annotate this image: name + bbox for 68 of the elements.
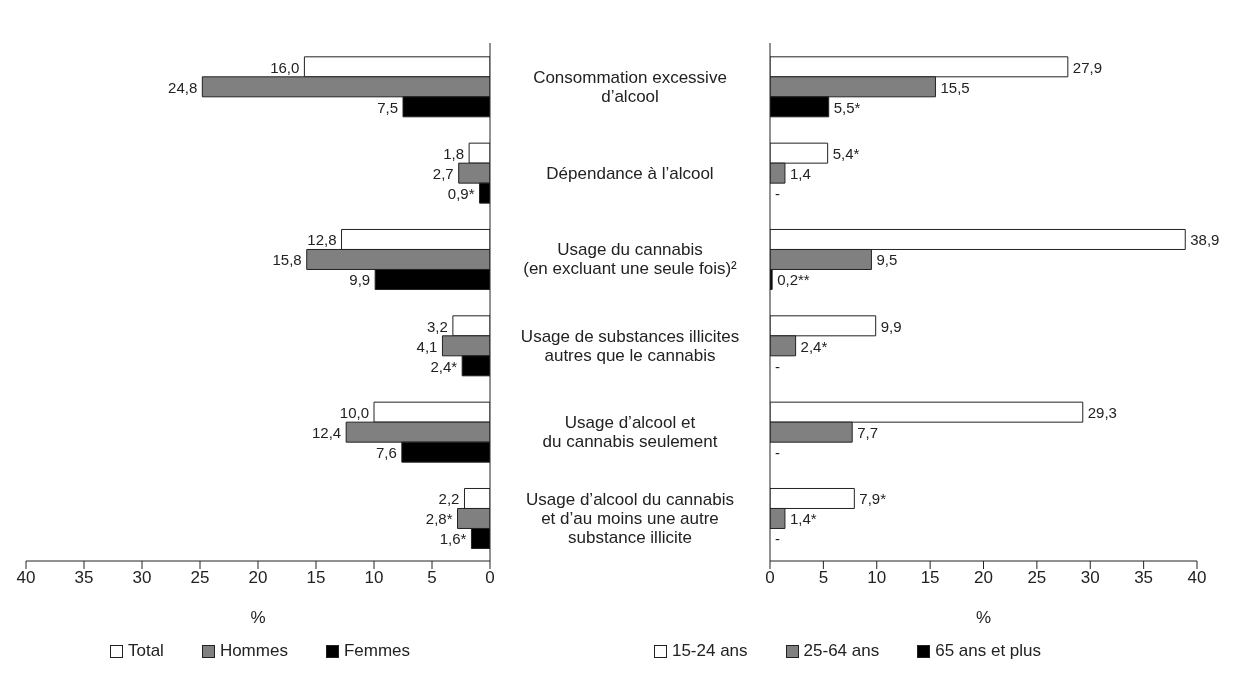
data-label: 1,4 (789, 165, 811, 183)
x-tick-label: 30 (132, 568, 152, 588)
data-label: 24,8 (168, 78, 198, 96)
y-tick-label: Dépendance à l’alcool (546, 163, 714, 183)
data-label: 1,6* (439, 530, 467, 548)
x-tick-label: 15 (920, 568, 940, 588)
x-tick-label: 20 (248, 568, 268, 588)
x-tick-label: 5 (818, 568, 829, 588)
data-label: 7,9* (859, 490, 887, 508)
data-label: 15,5 (940, 78, 970, 96)
data-label: 4,1 (416, 337, 438, 355)
text: - (775, 444, 780, 462)
data-label: 9,5 (876, 251, 898, 269)
legend-label: 25-64 ans (802, 641, 880, 661)
data-label: 3,2 (427, 317, 448, 335)
x-axis-title: % (975, 608, 992, 627)
x-tick-label: 10 (867, 568, 887, 588)
y-tick-label: Usage de substances illicites autres que le cannabis (520, 326, 740, 365)
y-tick-label: Consommation excessive d’alcool (533, 67, 727, 106)
x-tick-label: 35 (74, 568, 94, 588)
x-tick-label: 25 (1027, 568, 1047, 588)
data-label: 2,7 (432, 165, 454, 183)
y-tick-label: Usage d’alcool et du cannabis seulement (542, 413, 718, 451)
data-label: 29,3 (1087, 404, 1117, 422)
x-tick-label: 0 (765, 568, 775, 588)
y-tick-label: Usage du cannabis (en excluant une seule fois)² (523, 240, 738, 279)
data-label: 12,8 (307, 231, 337, 249)
data-label: 1,8 (443, 145, 465, 163)
x-tick-label: 0 (485, 568, 495, 588)
data-label: 2,4* (800, 337, 828, 355)
x-tick-label: 5 (427, 568, 437, 588)
x-axis-title: % (250, 608, 266, 627)
data-label: 15,8 (272, 251, 302, 269)
data-label: 16,0 (270, 58, 300, 76)
legend-label: 65 ans et plus (934, 641, 1042, 661)
x-tick-label: 10 (364, 568, 384, 588)
legend-label: Femmes (342, 641, 411, 661)
x-tick-label: 40 (1187, 568, 1207, 588)
data-label: 7,5 (377, 98, 398, 116)
x-tick-label: 25 (190, 568, 210, 588)
data-label: 7,7 (857, 424, 879, 442)
data-label: 9,9 (349, 271, 371, 289)
data-label: 27,9 (1072, 58, 1103, 76)
text: - (775, 357, 780, 375)
data-label: 5,4* (832, 145, 860, 163)
data-label: 1,4* (789, 510, 817, 528)
legend-label: 15-24 ans (670, 641, 748, 661)
data-label: 0,2** (777, 271, 810, 289)
data-label: 2,2 (438, 490, 460, 508)
data-label: 2,4* (430, 357, 458, 375)
data-label: 7,6 (375, 444, 397, 462)
x-tick-label: 15 (306, 568, 326, 588)
data-label: 2,8* (425, 510, 453, 528)
data-label: 10,0 (339, 404, 369, 422)
text: - (775, 185, 780, 203)
x-tick-label: 30 (1080, 568, 1100, 588)
data-label: 9,9 (880, 317, 902, 335)
x-tick-label: 20 (974, 568, 993, 588)
data-label: 0,9* (447, 185, 475, 203)
text: - (775, 530, 780, 548)
y-tick-label: Usage d’alcool du cannabis et d’au moins une autre substance illicite (526, 489, 734, 547)
legend-label: Hommes (218, 641, 288, 661)
x-tick-label: 40 (16, 568, 36, 588)
data-label: 5,5* (833, 98, 861, 116)
data-label: 12,4 (311, 424, 342, 442)
x-tick-label: 35 (1134, 568, 1154, 588)
data-label: 38,9 (1190, 231, 1220, 249)
legend-label: Total (126, 641, 164, 661)
